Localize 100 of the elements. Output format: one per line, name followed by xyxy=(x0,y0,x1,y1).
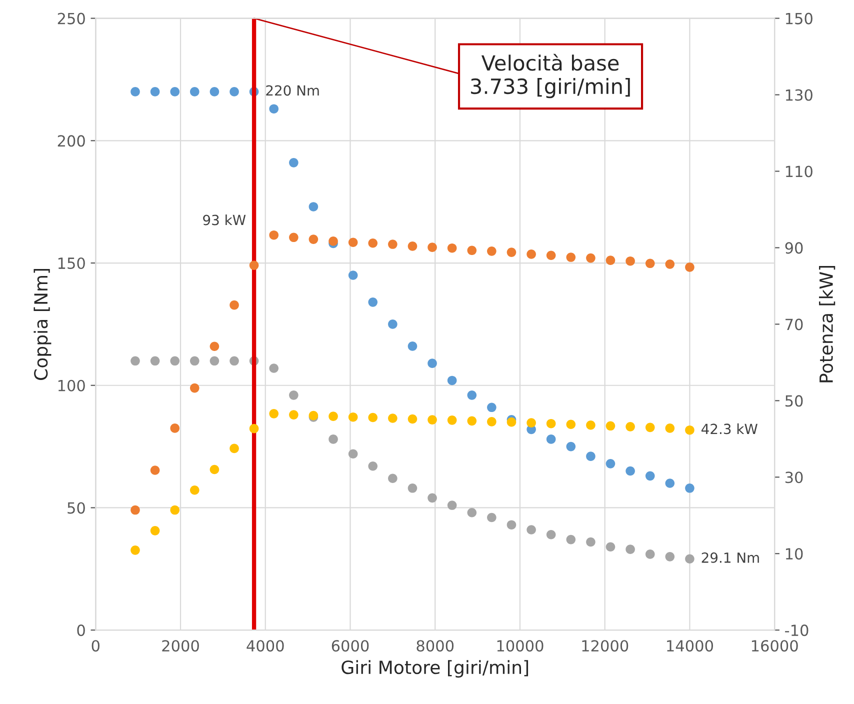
annotation: 29.1 Nm xyxy=(702,552,759,563)
point xyxy=(210,342,220,352)
point xyxy=(546,530,556,540)
point xyxy=(210,87,220,96)
y2-tick-label: 110 xyxy=(786,166,812,178)
point xyxy=(467,508,477,518)
point xyxy=(130,505,140,515)
point xyxy=(130,356,140,366)
point xyxy=(665,424,675,433)
point xyxy=(586,253,596,263)
point xyxy=(428,493,437,503)
x-tick-label: 10000 xyxy=(497,640,544,652)
x-tick-label: 16000 xyxy=(752,640,798,652)
point xyxy=(190,356,200,366)
point xyxy=(566,252,576,262)
point xyxy=(586,537,596,547)
annotation: 220 Nm xyxy=(266,85,319,96)
point xyxy=(388,240,398,249)
point xyxy=(665,260,675,269)
point xyxy=(645,422,655,432)
point xyxy=(388,320,398,329)
x-tick-label: 8000 xyxy=(416,640,454,652)
x-tick-label: 12000 xyxy=(582,640,628,652)
point xyxy=(328,236,338,246)
point xyxy=(546,250,556,260)
point xyxy=(526,525,536,534)
y-axis-title: Coppia [Nm] xyxy=(34,268,52,380)
y2-tick-label: 10 xyxy=(786,548,803,560)
point xyxy=(368,298,378,307)
point xyxy=(170,424,180,433)
point xyxy=(368,412,378,422)
point xyxy=(645,471,655,481)
point xyxy=(685,554,694,564)
point xyxy=(289,410,298,420)
point xyxy=(368,461,378,471)
y2-tick-label: 70 xyxy=(786,318,803,330)
point xyxy=(289,232,298,242)
point xyxy=(487,246,496,256)
point xyxy=(170,505,180,515)
point xyxy=(526,250,536,259)
point xyxy=(626,256,635,266)
y-tick-label: 250 xyxy=(58,12,85,24)
point xyxy=(506,520,516,530)
point xyxy=(506,248,516,257)
point xyxy=(388,474,398,484)
point xyxy=(230,300,239,310)
point xyxy=(685,483,694,493)
point xyxy=(546,418,556,428)
y-tick-label: 200 xyxy=(58,135,85,147)
point xyxy=(289,390,298,400)
point xyxy=(249,424,259,434)
point xyxy=(230,356,239,366)
point xyxy=(190,87,200,96)
point xyxy=(190,383,200,393)
point xyxy=(586,420,596,430)
point xyxy=(645,258,655,268)
point xyxy=(269,409,279,418)
point xyxy=(230,87,239,96)
point xyxy=(170,87,180,96)
y2-tick-label: 30 xyxy=(785,472,803,484)
point xyxy=(269,230,279,240)
point xyxy=(467,416,477,426)
point xyxy=(447,376,457,386)
point xyxy=(408,414,418,424)
point xyxy=(190,485,200,495)
x-tick-label: 4000 xyxy=(246,640,284,652)
y-tick-label: 150 xyxy=(58,257,85,270)
point xyxy=(586,452,596,461)
point xyxy=(408,242,418,251)
point xyxy=(269,364,279,373)
point xyxy=(506,417,516,427)
point xyxy=(665,552,675,562)
point xyxy=(685,425,694,435)
point xyxy=(249,260,259,270)
point xyxy=(348,270,358,280)
point xyxy=(447,416,457,425)
point xyxy=(626,544,635,554)
x-axis-title: Giri Motore [giri/min] xyxy=(342,660,528,678)
point xyxy=(408,483,418,493)
y2-tick-label: 130 xyxy=(786,89,812,101)
y-tick-label: 0 xyxy=(77,624,85,636)
point xyxy=(308,202,318,212)
y-tick-label: 100 xyxy=(58,380,85,392)
point xyxy=(150,526,160,536)
point xyxy=(328,412,338,421)
point xyxy=(626,422,635,432)
point xyxy=(368,238,378,248)
y-tick-label: 50 xyxy=(68,502,85,514)
point xyxy=(348,238,358,248)
point xyxy=(150,87,160,96)
point xyxy=(487,417,496,426)
y2-tick-label: 50 xyxy=(785,395,803,407)
point xyxy=(665,478,675,488)
point xyxy=(269,104,279,114)
point xyxy=(685,262,694,272)
point xyxy=(210,464,220,474)
point xyxy=(348,412,358,422)
annotation: 42.3 kW xyxy=(702,423,758,434)
point xyxy=(348,449,358,459)
point xyxy=(428,415,437,424)
